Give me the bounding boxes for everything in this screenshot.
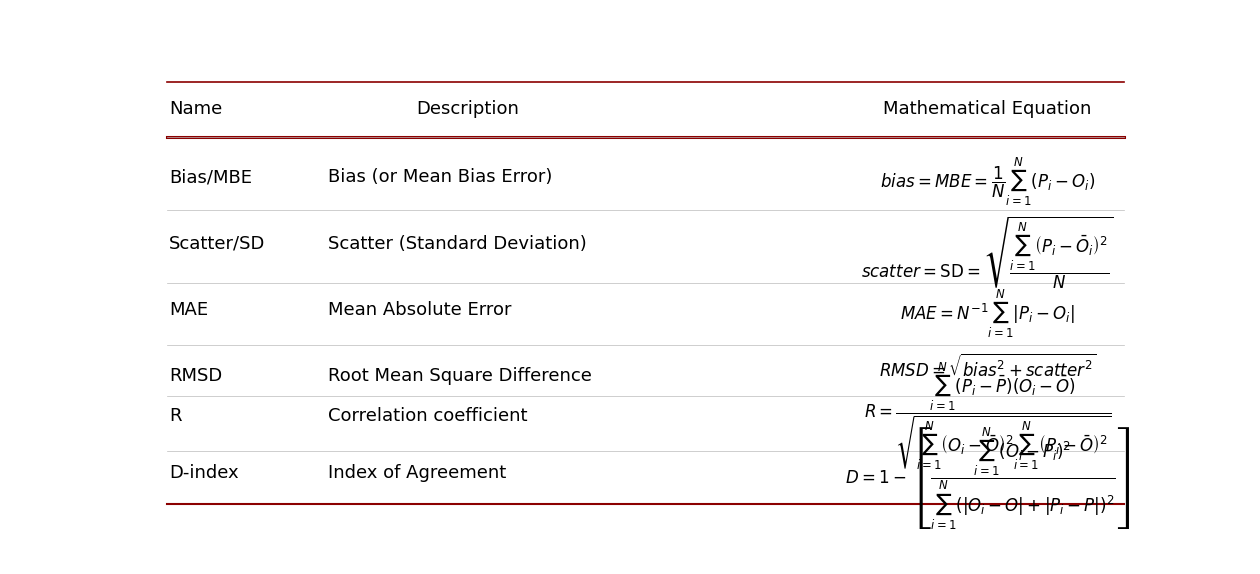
Text: Description: Description [416,100,519,118]
Text: $\mathit{MAE} = N^{-1}\sum_{i=1}^{N}|P_i - O_i|$: $\mathit{MAE} = N^{-1}\sum_{i=1}^{N}|P_i… [900,288,1075,340]
Text: $\mathit{scatter} = \mathrm{SD} = \sqrt{\dfrac{\sum_{i=1}^{N}\left(P_i - \bar{O}: $\mathit{scatter} = \mathrm{SD} = \sqrt{… [861,214,1114,290]
Text: Name: Name [169,100,223,118]
Text: Scatter/SD: Scatter/SD [169,235,266,253]
Text: Mean Absolute Error: Mean Absolute Error [329,301,512,319]
Text: Index of Agreement: Index of Agreement [329,464,507,483]
Text: $\mathit{RMSD} = \sqrt{\mathit{bias}^2 + \mathit{scatter}^2}$: $\mathit{RMSD} = \sqrt{\mathit{bias}^2 +… [879,354,1096,381]
Text: D-index: D-index [169,464,239,483]
Text: $R = \dfrac{\sum_{i=1}^{N}(P_i - \bar{P})(O_i - \bar{O})}{\sqrt{\sum_{i=1}^{N}\l: $R = \dfrac{\sum_{i=1}^{N}(P_i - \bar{P}… [864,360,1111,472]
Text: Scatter (Standard Deviation): Scatter (Standard Deviation) [329,235,587,253]
Text: Bias/MBE: Bias/MBE [169,168,252,187]
Text: MAE: MAE [169,301,208,319]
Text: Bias (or Mean Bias Error): Bias (or Mean Bias Error) [329,168,553,187]
Text: RMSD: RMSD [169,367,223,385]
Text: Root Mean Square Difference: Root Mean Square Difference [329,367,592,385]
Text: Mathematical Equation: Mathematical Equation [883,100,1091,118]
Text: Correlation coefficient: Correlation coefficient [329,407,528,425]
Text: $D = 1 - \left[\dfrac{\sum_{i=1}^{N}\left(O_i - P_i\right)^2}{\sum_{i=1}^{N}\lef: $D = 1 - \left[\dfrac{\sum_{i=1}^{N}\lef… [845,425,1130,531]
Text: $\mathit{bias} = \mathit{MBE} = \dfrac{1}{N}\sum_{i=1}^{N}(P_i - O_i)$: $\mathit{bias} = \mathit{MBE} = \dfrac{1… [879,156,1095,208]
Text: R: R [169,407,181,425]
